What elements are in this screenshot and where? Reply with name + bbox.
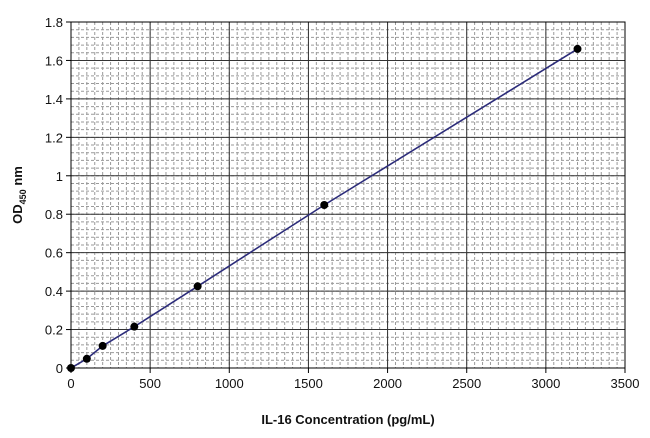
x-tick-label: 0 [67, 376, 74, 391]
x-tick-label: 1000 [215, 376, 244, 391]
grid [70, 21, 626, 369]
data-point [98, 341, 107, 350]
y-axis-tick-labels: 0 0.2 0.4 0.6 0.8 1 1.2 1.4 1.6 1.8 [45, 15, 63, 376]
y-tick-label: 0.8 [45, 207, 63, 222]
x-axis-tick-labels: 0 500 1000 1500 2000 2500 3000 3500 [67, 376, 639, 391]
y-tick-label: 0.6 [45, 246, 63, 261]
y-tick-label: 1.8 [45, 15, 63, 30]
data-point [130, 322, 139, 331]
y-tick-label: 0.4 [45, 284, 63, 299]
axis-ticks [66, 21, 626, 373]
plot-area-frame [70, 21, 626, 369]
data-point [193, 282, 202, 291]
y-tick-label: 0.2 [45, 323, 63, 338]
x-axis-title: IL-16 Concentration (pg/mL) [261, 412, 434, 427]
data-point [82, 354, 91, 363]
x-tick-label: 3500 [611, 376, 640, 391]
data-point [573, 44, 582, 53]
y-tick-label: 1.6 [45, 53, 63, 68]
x-tick-label: 3000 [531, 376, 560, 391]
x-tick-label: 1500 [294, 376, 323, 391]
y-axis-title: OD450 nm [10, 166, 28, 224]
x-tick-label: 2000 [373, 376, 402, 391]
x-tick-label: 2500 [452, 376, 481, 391]
y-axis-title-main: OD [10, 204, 25, 224]
y-tick-label: 0 [56, 361, 63, 376]
y-axis-title-unit: nm [10, 166, 25, 189]
y-tick-label: 1 [56, 169, 63, 184]
data-point [67, 364, 75, 372]
x-tick-label: 500 [139, 376, 161, 391]
y-axis-title-subscript: 450 [18, 189, 28, 204]
data-point [320, 200, 329, 209]
y-tick-label: 1.4 [45, 92, 63, 107]
y-tick-label: 1.2 [45, 130, 63, 145]
data-series [67, 44, 582, 372]
